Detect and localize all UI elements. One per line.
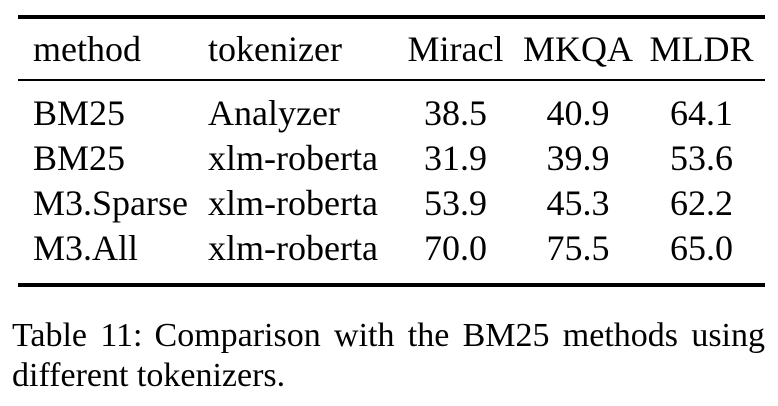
cell-miracl: 38.5 (424, 93, 487, 133)
caption-text: Comparison with the BM25 methods using d… (12, 317, 765, 394)
table-row: M3.All xlm-roberta 70.0 75.5 65.0 (18, 226, 765, 285)
cell-tokenizer: xlm-roberta (208, 183, 378, 223)
cell-mldr: 62.2 (670, 183, 733, 223)
cell-mldr: 53.6 (670, 138, 733, 178)
column-header-tokenizer: tokenizer (208, 17, 393, 81)
column-header-mldr: MLDR (638, 17, 765, 81)
cell-mkqa: 39.9 (546, 138, 610, 178)
cell-tokenizer: xlm-roberta (208, 228, 378, 268)
cell-mkqa: 40.9 (546, 93, 610, 133)
header-row: method tokenizer Miracl MKQA MLDR (18, 17, 765, 81)
cell-method: M3.All (33, 228, 139, 268)
cell-mkqa: 75.5 (546, 228, 610, 268)
cell-tokenizer: Analyzer (208, 93, 340, 133)
results-table-wrap: method tokenizer Miracl MKQA MLDR BM25 A… (18, 15, 765, 287)
column-header-mkqa: MKQA (518, 17, 638, 81)
results-table: method tokenizer Miracl MKQA MLDR BM25 A… (18, 15, 765, 287)
table-row: M3.Sparse xlm-roberta 53.9 45.3 62.2 (18, 181, 765, 226)
cell-mkqa: 45.3 (546, 183, 610, 223)
caption-label: Table 11: (12, 317, 143, 354)
cell-method: BM25 (33, 138, 126, 178)
table-caption: Table 11: Comparison with the BM25 method… (12, 316, 765, 396)
column-header-miracl: Miracl (393, 17, 518, 81)
table-header: method tokenizer Miracl MKQA MLDR (18, 17, 765, 81)
cell-method: BM25 (33, 93, 126, 133)
cell-tokenizer: xlm-roberta (208, 138, 378, 178)
table-row: BM25 Analyzer 38.5 40.9 64.1 (18, 80, 765, 136)
cell-miracl: 53.9 (424, 183, 487, 223)
cell-mldr: 65.0 (670, 228, 733, 268)
cell-method: M3.Sparse (33, 183, 188, 223)
cell-miracl: 31.9 (424, 138, 487, 178)
column-header-method: method (18, 17, 208, 81)
cell-miracl: 70.0 (424, 228, 487, 268)
cell-mldr: 64.1 (670, 93, 733, 133)
table-row: BM25 xlm-roberta 31.9 39.9 53.6 (18, 136, 765, 181)
table-body: BM25 Analyzer 38.5 40.9 64.1 BM25 xlm-ro… (18, 80, 765, 285)
